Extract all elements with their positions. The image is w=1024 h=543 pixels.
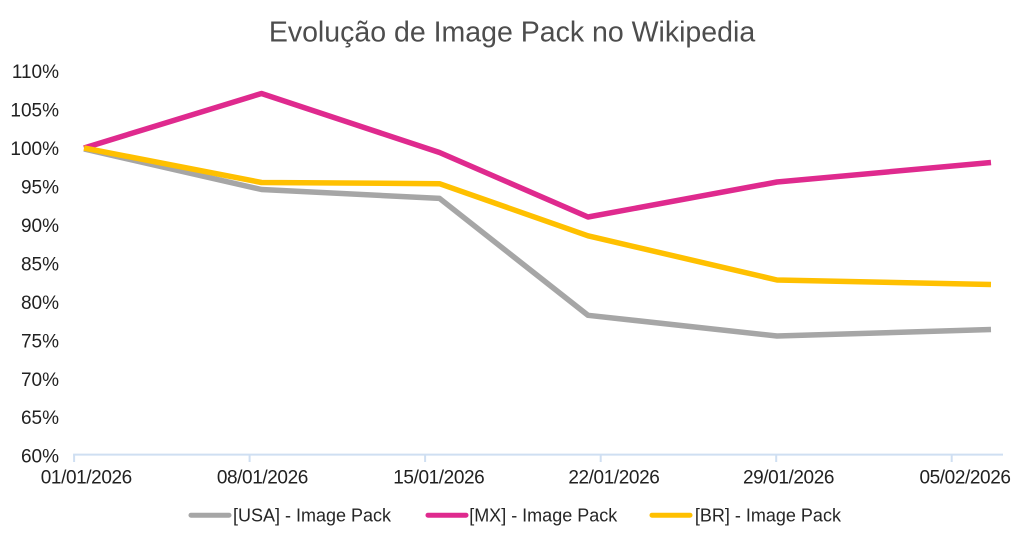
svg-text:05/02/2026: 05/02/2026 bbox=[919, 468, 1010, 489]
svg-text:105%: 105% bbox=[10, 100, 59, 121]
svg-text:100%: 100% bbox=[10, 139, 59, 160]
svg-text:75%: 75% bbox=[21, 331, 59, 352]
svg-text:[MX] - Image Pack: [MX] - Image Pack bbox=[469, 505, 618, 525]
svg-text:60%: 60% bbox=[21, 447, 59, 468]
svg-text:70%: 70% bbox=[21, 370, 59, 391]
svg-text:85%: 85% bbox=[21, 254, 59, 275]
svg-text:65%: 65% bbox=[21, 408, 59, 429]
svg-text:[BR] - Image Pack: [BR] - Image Pack bbox=[695, 505, 842, 525]
svg-text:Evolução de Image Pack no Wiki: Evolução de Image Pack no Wikipedia bbox=[269, 16, 756, 48]
svg-text:110%: 110% bbox=[12, 62, 59, 83]
svg-text:90%: 90% bbox=[21, 216, 59, 237]
svg-text:95%: 95% bbox=[21, 177, 59, 198]
svg-text:29/01/2026: 29/01/2026 bbox=[743, 468, 834, 489]
svg-text:80%: 80% bbox=[21, 293, 59, 314]
svg-text:08/01/2026: 08/01/2026 bbox=[217, 468, 308, 489]
svg-text:[USA] - Image Pack: [USA] - Image Pack bbox=[233, 505, 392, 525]
svg-text:15/01/2026: 15/01/2026 bbox=[393, 468, 484, 489]
svg-text:01/01/2026: 01/01/2026 bbox=[41, 468, 132, 489]
svg-text:22/01/2026: 22/01/2026 bbox=[568, 468, 659, 489]
